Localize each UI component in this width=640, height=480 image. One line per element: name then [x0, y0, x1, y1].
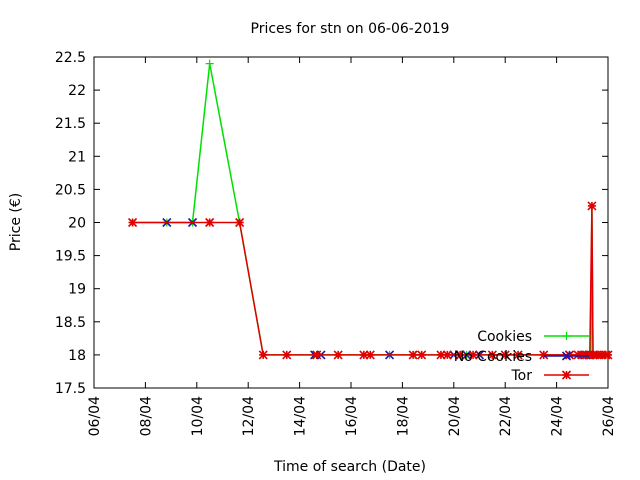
x-tick-label: 20/04	[447, 396, 463, 436]
data-point-tor	[312, 350, 322, 360]
x-tick-label: 24/04	[550, 396, 566, 436]
y-axis-ticks: 17.5 18 18.5 19 19.5 20 20.5 21 21.5 22 22.5	[55, 50, 608, 397]
legend-marker-no-cookies	[561, 351, 572, 361]
data-point-tor	[603, 350, 613, 360]
series-line-cookies	[132, 63, 608, 356]
y-tick-label: 20	[68, 216, 86, 232]
y-tick-label: 22.5	[55, 50, 86, 66]
legend-label-cookies: Cookies	[477, 329, 532, 345]
data-point-tor	[588, 350, 598, 360]
data-point-tor	[408, 350, 418, 360]
data-point-cookies	[205, 59, 214, 68]
data-point-tor	[597, 350, 607, 360]
x-axis-ticks: 06/04 08/04 10/04 12/04 14/04 16/04 18/04 20/04…	[87, 57, 617, 436]
y-tick-label: 21	[68, 149, 86, 165]
y-tick-label: 21.5	[55, 116, 86, 132]
x-axis-label: Time of search (Date)	[273, 459, 426, 475]
chart-title: Prices for stn on 06-06-2019	[251, 21, 450, 37]
data-point-tor	[577, 350, 587, 360]
data-point-tor	[235, 217, 245, 228]
data-point-tor	[513, 350, 523, 360]
data-point-tor	[500, 350, 510, 360]
y-tick-label: 19.5	[55, 249, 86, 265]
legend-label-tor: Tor	[511, 368, 533, 384]
series-cookies	[128, 59, 612, 359]
data-point-tor	[487, 350, 497, 360]
data-point-tor	[282, 350, 292, 360]
y-axis-label: Price (€)	[8, 193, 24, 251]
data-point-tor	[587, 201, 597, 211]
x-tick-label: 16/04	[344, 396, 360, 436]
x-tick-label: 18/04	[395, 396, 411, 436]
x-tick-label: 06/04	[87, 396, 103, 436]
data-point-tor	[442, 350, 452, 360]
data-point-tor	[468, 350, 478, 360]
x-tick-label: 22/04	[498, 396, 514, 436]
y-tick-label: 20.5	[55, 182, 86, 198]
y-tick-label: 19	[68, 282, 86, 298]
data-point-tor	[333, 350, 343, 360]
data-point-tor	[436, 350, 446, 360]
y-tick-label: 22	[68, 83, 86, 99]
data-point-tor	[573, 350, 583, 360]
series-tor	[127, 201, 613, 360]
legend: Cookies No Cookies Tor	[454, 329, 589, 384]
data-point-tor	[127, 217, 138, 228]
series-layer	[127, 59, 613, 360]
y-tick-label: 17.5	[55, 381, 86, 397]
data-point-tor	[539, 350, 549, 360]
x-tick-label: 26/04	[601, 396, 617, 436]
data-point-tor	[417, 350, 427, 360]
data-point-tor	[365, 350, 375, 360]
x-tick-label: 14/04	[293, 396, 309, 436]
x-tick-label: 10/04	[190, 396, 206, 436]
data-point-tor	[564, 350, 575, 360]
data-point-tor	[205, 217, 215, 228]
data-point-tor	[455, 350, 465, 360]
x-tick-label: 12/04	[241, 396, 257, 436]
y-tick-label: 18.5	[55, 315, 86, 331]
x-tick-label: 08/04	[138, 396, 154, 436]
series-line-tor	[132, 205, 608, 356]
legend-label-no-cookies: No Cookies	[454, 349, 532, 365]
data-point-tor	[258, 350, 268, 360]
data-point-tor	[359, 350, 369, 360]
legend-marker-cookies	[562, 332, 571, 340]
legend-marker-tor	[561, 370, 572, 380]
data-point-tor	[592, 350, 602, 360]
y-tick-label: 18	[68, 348, 86, 364]
